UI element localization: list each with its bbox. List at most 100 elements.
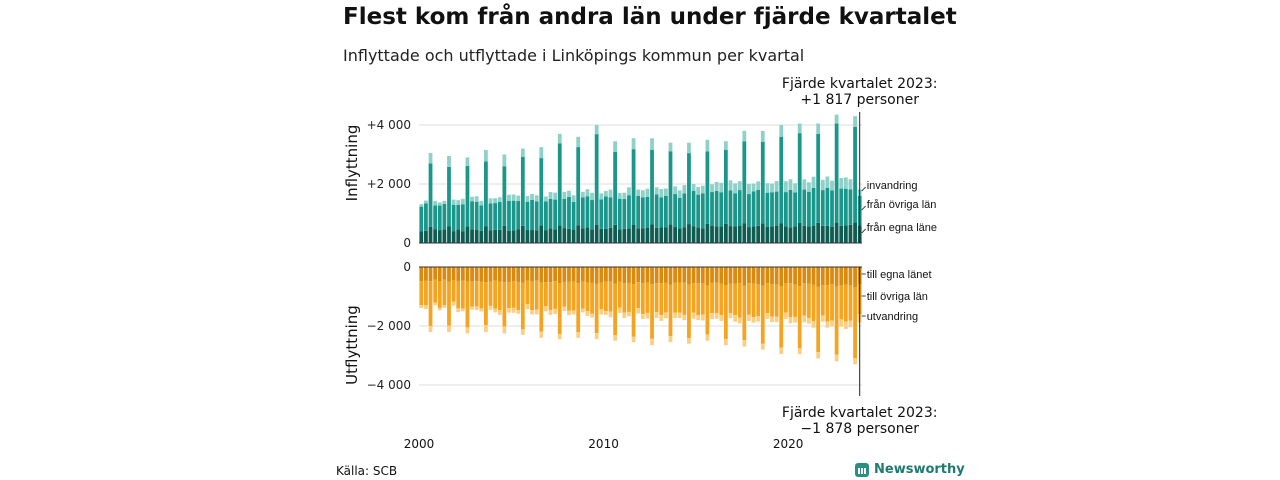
bar-in-ovriga (497, 202, 502, 230)
bar-in-egna (576, 225, 581, 243)
bar-out-ovriga (650, 284, 654, 339)
bar-in-ovriga (562, 198, 567, 229)
bar-out-ovriga (567, 281, 571, 311)
bar-in-egna (516, 229, 521, 243)
bar-out-ovriga (493, 280, 498, 309)
bar-out-utvandring (779, 347, 784, 355)
bar-in-ovriga (774, 191, 779, 226)
bar-out-utvandring (428, 325, 433, 332)
bar-in-ovriga (484, 161, 488, 227)
bar-in-invandring (636, 189, 641, 196)
bar-out-egna (544, 267, 548, 283)
bar-out-egna (673, 267, 678, 283)
bar-in-egna (557, 225, 562, 243)
bar-out-egna (793, 267, 797, 285)
bar-out-utvandring (470, 306, 474, 310)
bar-out-utvandring (433, 302, 438, 306)
bar-out-utvandring (447, 325, 451, 332)
bar-out-ovriga (497, 281, 502, 311)
bar-in-egna (830, 226, 834, 243)
bar-out-utvandring (770, 316, 774, 323)
bar-out-utvandring (465, 327, 470, 334)
bar-in-invandring (793, 183, 797, 193)
bar-in-ovriga (811, 187, 816, 226)
bar-in-egna (807, 226, 811, 243)
bar-in-egna (470, 229, 474, 243)
bar-in-ovriga (553, 199, 558, 230)
bar-in-ovriga (677, 197, 682, 229)
bar-in-egna (820, 225, 825, 243)
bar-in-invandring (770, 183, 774, 193)
bar-out-utvandring (622, 312, 627, 319)
bar-in-egna (825, 225, 830, 243)
bar-in-egna (493, 229, 498, 243)
bar-out-utvandring (460, 308, 465, 312)
chart-subtitle: Inflyttade och utflyttade i Linköpings k… (343, 46, 805, 65)
bar-in-egna (520, 225, 525, 243)
bar-in-ovriga (493, 203, 498, 230)
bar-in-egna (539, 225, 544, 243)
series-label-out: utvandring (867, 311, 918, 323)
bar-in-egna (645, 227, 650, 243)
bar-out-utvandring (636, 308, 641, 314)
bar-out-egna (465, 267, 470, 282)
series-label-tick (861, 228, 867, 234)
bar-out-utvandring (539, 331, 544, 338)
annotation-top-line2: +1 817 personer (800, 92, 919, 108)
bar-in-egna (677, 228, 682, 243)
bar-out-egna (488, 267, 493, 282)
bar-in-invandring (470, 196, 474, 202)
bar-in-egna (636, 228, 641, 243)
bar-out-utvandring (502, 326, 507, 334)
bar-in-ovriga (765, 192, 770, 227)
y-tick-label: +4 000 (367, 118, 411, 132)
bar-in-ovriga (608, 197, 613, 228)
bar-in-invandring (474, 196, 479, 202)
bar-in-egna (756, 225, 761, 243)
bar-out-egna (779, 267, 784, 287)
bar-out-egna (733, 267, 737, 284)
bar-in-invandring (617, 193, 622, 199)
bar-in-invandring (687, 142, 691, 154)
bar-out-ovriga (534, 280, 539, 310)
bar-out-ovriga (544, 282, 548, 307)
bar-in-invandring (502, 154, 507, 167)
bar-in-invandring (544, 196, 548, 202)
bar-out-egna (705, 267, 710, 286)
bar-in-egna (668, 224, 673, 243)
bar-in-invandring (811, 176, 816, 188)
bar-in-ovriga (714, 190, 719, 227)
bar-in-ovriga (728, 190, 733, 227)
bar-out-egna (617, 267, 622, 282)
bar-in-invandring (640, 190, 645, 198)
bar-in-invandring (442, 200, 447, 204)
bar-in-egna (682, 227, 687, 243)
bar-out-ovriga (710, 282, 714, 314)
bar-in-invandring (723, 141, 728, 150)
bar-in-invandring (488, 198, 493, 204)
bar-out-utvandring (747, 314, 751, 321)
bar-out-ovriga (747, 283, 751, 315)
bar-in-invandring (530, 193, 534, 200)
bar-out-egna (539, 267, 544, 283)
bar-in-egna (479, 230, 484, 243)
bar-out-utvandring (424, 304, 428, 310)
bar-in-ovriga (687, 153, 691, 225)
bar-out-ovriga (788, 283, 793, 318)
bar-in-invandring (756, 181, 761, 190)
bar-in-ovriga (419, 206, 424, 232)
bar-in-ovriga (770, 192, 774, 227)
bar-in-egna (848, 224, 853, 243)
bar-in-invandring (659, 189, 664, 198)
bar-out-ovriga (719, 283, 724, 316)
bar-in-invandring (627, 187, 631, 196)
bar-out-utvandring (608, 311, 613, 318)
bar-out-ovriga (802, 283, 807, 316)
bar-in-egna (548, 228, 553, 243)
bar-out-ovriga (811, 284, 816, 321)
bar-out-utvandring (557, 333, 562, 340)
bar-out-utvandring (474, 306, 479, 311)
bar-in-invandring (631, 138, 636, 150)
bar-in-invandring (737, 181, 742, 191)
bar-out-ovriga (580, 281, 585, 309)
